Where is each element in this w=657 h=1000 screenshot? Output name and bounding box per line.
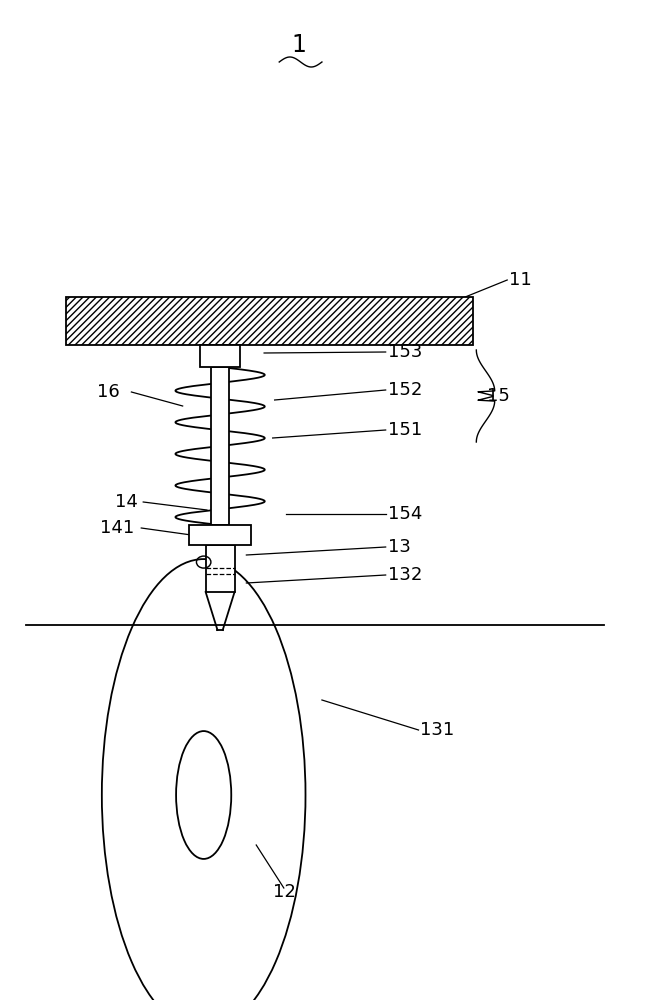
- Bar: [211, 367, 229, 525]
- Bar: [189, 525, 252, 545]
- Text: 131: 131: [420, 721, 455, 739]
- Text: 153: 153: [388, 343, 422, 361]
- Text: 15: 15: [487, 387, 510, 405]
- Text: 152: 152: [388, 381, 422, 399]
- Text: 154: 154: [388, 505, 422, 523]
- Text: 12: 12: [273, 883, 296, 901]
- Text: 141: 141: [100, 519, 134, 537]
- Text: 11: 11: [509, 271, 532, 289]
- Text: 13: 13: [388, 538, 411, 556]
- Text: 16: 16: [97, 383, 120, 401]
- Text: 132: 132: [388, 566, 422, 584]
- Bar: [66, 297, 473, 345]
- Bar: [200, 345, 240, 367]
- Text: 151: 151: [388, 421, 422, 439]
- Text: 1: 1: [292, 33, 306, 57]
- Bar: [206, 545, 235, 592]
- Text: 14: 14: [115, 493, 138, 511]
